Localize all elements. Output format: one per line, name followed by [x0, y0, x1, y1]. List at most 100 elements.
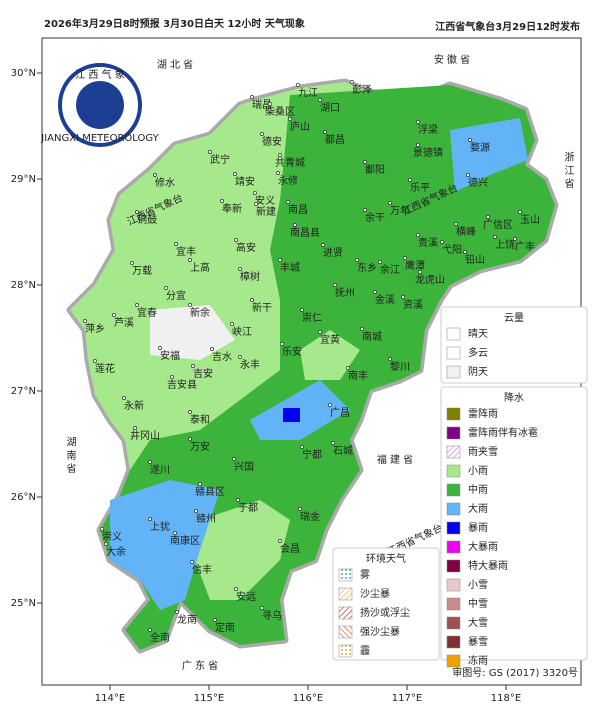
- city-dot: [93, 359, 97, 363]
- city-dot: [278, 539, 282, 543]
- city-label: 新干: [252, 301, 272, 314]
- city-dot: [363, 160, 367, 164]
- legend-swatch: [446, 540, 461, 554]
- city-label: 德兴: [468, 176, 488, 189]
- legend-swatch: [446, 559, 461, 573]
- legend-swatch: [446, 654, 461, 668]
- city-label: 余江: [380, 263, 400, 276]
- city-dot: [148, 460, 152, 464]
- legend-label: 大雨: [468, 502, 488, 515]
- city-dot: [194, 509, 198, 513]
- logo-text: 江 西 气 象: [75, 68, 125, 81]
- city-dot: [260, 132, 264, 136]
- city-dot: [100, 527, 104, 531]
- city-dot: [416, 120, 420, 124]
- city-label: 乐安: [282, 345, 302, 358]
- city-dot: [388, 201, 392, 205]
- city-label: 上饶: [495, 238, 515, 251]
- legend-box: [440, 386, 588, 661]
- city-label: 崇仁: [302, 312, 322, 324]
- city-dot: [468, 138, 472, 142]
- overcast-area: [150, 305, 235, 360]
- city-dot: [135, 303, 139, 307]
- city-label: 新余: [190, 306, 210, 319]
- legend-label: 阴天: [468, 366, 488, 378]
- y-tick-label: 26°N: [11, 492, 36, 503]
- city-dot: [260, 606, 264, 610]
- city-label: 奉新: [222, 202, 242, 215]
- city-dot: [466, 173, 470, 177]
- x-tick-label: 118°E: [491, 693, 521, 704]
- legend-swatch: [446, 521, 461, 535]
- city-dot: [188, 303, 192, 307]
- city-dot: [135, 210, 139, 214]
- city-label: 庐山: [290, 120, 310, 133]
- city-dot: [122, 396, 126, 400]
- province-label: 湖 南 省: [64, 437, 76, 474]
- city-dot: [233, 172, 237, 176]
- city-dot: [188, 258, 192, 262]
- city-dot: [403, 256, 407, 260]
- city-dot: [254, 202, 258, 206]
- city-dot: [83, 319, 87, 323]
- city-dot: [158, 346, 162, 350]
- city-label: 莲花: [95, 362, 115, 375]
- city-label: 安福: [160, 349, 180, 362]
- province-label: 安 徽 省: [434, 53, 470, 66]
- city-label: 分宜: [166, 289, 186, 302]
- legend-label: 霾: [360, 645, 370, 657]
- city-label: 横峰: [456, 225, 476, 238]
- legend-label: 小雨: [468, 465, 488, 477]
- legend-swatch: [338, 568, 353, 582]
- city-label: 宁都: [302, 448, 322, 461]
- city-label: 浮梁: [418, 123, 438, 136]
- city-label: 兴国: [234, 461, 254, 473]
- city-dot: [346, 366, 350, 370]
- city-dot: [293, 223, 297, 227]
- x-tick-label: 117°E: [392, 693, 422, 704]
- city-label: 广昌: [330, 407, 350, 419]
- city-label: 万载: [132, 265, 152, 277]
- city-dot: [440, 240, 444, 244]
- legend-swatch: [338, 644, 353, 658]
- city-label: 龙南: [177, 613, 197, 626]
- city-dot: [416, 233, 420, 237]
- city-dot: [230, 322, 234, 326]
- city-dot: [133, 426, 137, 430]
- city-dot: [188, 410, 192, 414]
- legend-title: 云量: [504, 312, 524, 324]
- city-label: 吉安县: [167, 378, 197, 391]
- city-label: 弋阳: [442, 243, 462, 256]
- city-label: 宜黄: [320, 333, 340, 346]
- city-dot: [278, 153, 282, 157]
- province-label: 湖 北 省: [157, 58, 193, 71]
- city-label: 南丰: [348, 369, 368, 382]
- legend-swatch: [446, 464, 461, 478]
- city-label: 吉水: [212, 351, 232, 363]
- city-label: 九江: [298, 87, 318, 99]
- heavy-rain-area: [110, 480, 220, 610]
- city-dot: [250, 298, 254, 302]
- city-dot: [188, 437, 192, 441]
- city-label: 武宁: [210, 153, 230, 166]
- city-label: 吉安: [193, 367, 213, 380]
- city-label: 德安: [262, 135, 282, 148]
- city-label: 崇义: [102, 531, 122, 543]
- city-dot: [408, 178, 412, 182]
- legend-label: 冻雨: [468, 654, 488, 667]
- city-label: 宜丰: [176, 245, 196, 258]
- city-dot: [298, 507, 302, 511]
- city-label: 黎川: [390, 360, 410, 373]
- city-dot: [350, 80, 354, 84]
- city-label: 抚州: [335, 287, 355, 299]
- city-label: 婺源: [470, 141, 490, 154]
- city-label: 余干: [365, 211, 385, 224]
- city-label: 广丰: [515, 240, 535, 253]
- legend-swatch: [446, 635, 461, 649]
- city-dot: [232, 457, 236, 461]
- city-dot: [300, 308, 304, 312]
- city-dot: [388, 357, 392, 361]
- city-label: 大余: [106, 545, 126, 558]
- city-dot: [373, 290, 377, 294]
- city-label: 景德镇: [413, 146, 443, 159]
